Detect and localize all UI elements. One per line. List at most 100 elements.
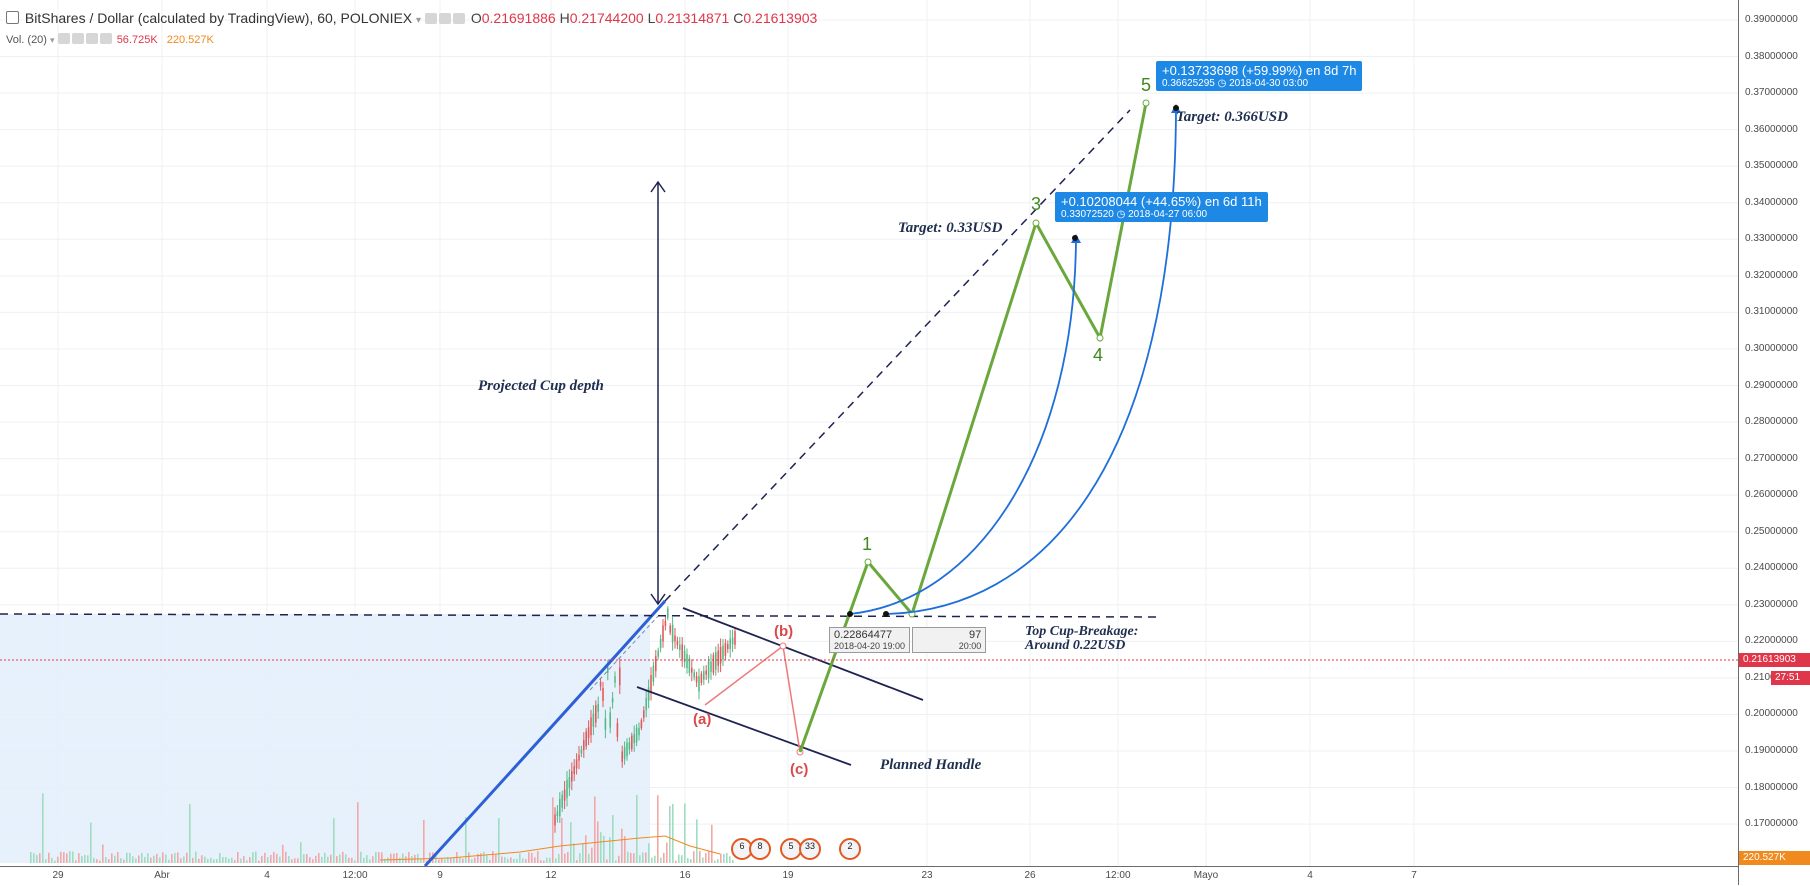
- candle-body: [688, 658, 691, 673]
- price-tick-label: 0.33000000: [1745, 233, 1798, 245]
- volume-bar: [378, 851, 380, 863]
- current-price-tag: 0.21613903: [1739, 653, 1810, 667]
- symbol-title[interactable]: BitShares / Dollar (calculated by Tradin…: [24, 10, 413, 26]
- chevron-down-icon[interactable]: ▾: [50, 35, 55, 45]
- volume-bar: [288, 855, 290, 863]
- wave-5-label: 5: [1141, 75, 1152, 95]
- candle-body: [568, 777, 571, 789]
- volume-bar: [690, 859, 692, 863]
- price-label-a-price: 0.22864477: [834, 629, 893, 641]
- event-flag-icon[interactable]: 5: [780, 838, 802, 860]
- handle-channel-top: [682, 607, 924, 701]
- eye-icon[interactable]: [438, 13, 451, 24]
- volume-bar: [204, 856, 206, 863]
- event-flag-icon[interactable]: 2: [839, 838, 861, 860]
- volume-bar: [375, 851, 377, 863]
- volume-bar: [525, 859, 527, 863]
- price-tick-label: 0.38000000: [1745, 50, 1798, 62]
- candle-body: [659, 638, 662, 649]
- settings-icon[interactable]: [424, 13, 437, 24]
- eye-icon[interactable]: [71, 33, 84, 44]
- price-tick-label: 0.36000000: [1745, 123, 1798, 135]
- volume-bar: [441, 858, 443, 863]
- chart-canvas[interactable]: [0, 0, 1738, 866]
- candle-body: [703, 671, 705, 680]
- cup-top-line: [0, 613, 1161, 618]
- time-tick-label: 4: [1307, 870, 1313, 881]
- volume-bar: [453, 857, 455, 863]
- projected-cup-depth-text: Projected Cup depth: [478, 378, 604, 394]
- candle-body: [587, 727, 590, 739]
- volume-bar: [300, 842, 302, 863]
- volume-bar: [696, 819, 698, 863]
- event-flag-icon[interactable]: 8: [749, 838, 771, 860]
- chevron-down-icon[interactable]: ▾: [416, 15, 422, 26]
- price-tick-label: 0.34000000: [1745, 196, 1798, 208]
- volume-bar: [165, 854, 167, 863]
- time-tick-label: 12:00: [1105, 870, 1131, 881]
- volume-bar: [639, 855, 641, 863]
- candle-body: [614, 676, 616, 683]
- candle-body: [628, 742, 631, 750]
- volume-bar: [279, 856, 281, 863]
- candle-body: [691, 667, 693, 673]
- settings-icon[interactable]: [57, 33, 70, 44]
- close-icon[interactable]: [99, 33, 112, 44]
- chart-area[interactable]: BitShares / Dollar (calculated by Tradin…: [0, 0, 1738, 866]
- volume-bar: [480, 853, 482, 863]
- price-tick-label: 0.19000000: [1745, 745, 1798, 756]
- volume-bar: [573, 843, 575, 863]
- volume-bar: [192, 857, 194, 863]
- price-tick-label: 0.20000000: [1745, 708, 1798, 720]
- volume-legend: Vol. (20) ▾ 56.725K 220.527K: [6, 33, 214, 46]
- close-icon[interactable]: [452, 13, 465, 24]
- candle-body: [599, 682, 602, 687]
- volume-bar: [468, 852, 470, 863]
- event-flag-icon[interactable]: 33: [799, 838, 821, 860]
- time-tick-label: 7: [1411, 870, 1417, 881]
- add-icon[interactable]: [85, 33, 98, 44]
- volume-bar: [711, 824, 713, 863]
- open-label: O: [470, 10, 482, 26]
- volume-bar: [99, 860, 101, 863]
- volume-bar: [183, 856, 185, 863]
- volume-bar: [360, 851, 362, 863]
- candle-body: [602, 688, 604, 701]
- volume-bar: [138, 855, 140, 863]
- volume-bar: [168, 859, 170, 863]
- volume-bar: [399, 857, 401, 863]
- volume-bar: [171, 853, 173, 863]
- candle-body: [554, 814, 556, 826]
- measure-box-wave-5[interactable]: +0.13733698 (+59.99%) en 8d 7h 0.3662529…: [1156, 61, 1363, 91]
- volume-bar: [306, 854, 308, 863]
- volume-ma-line: [379, 835, 721, 861]
- volume-bar: [318, 853, 320, 863]
- volume-bar: [45, 859, 47, 863]
- volume-bar: [642, 852, 644, 863]
- time-axis[interactable]: 29 Abr 4 12:00 9 12 16 19 23 26 12:00 Mayo 4 7: [0, 866, 1738, 886]
- time-tick-label: 29: [52, 870, 64, 881]
- volume-bar: [495, 854, 497, 863]
- volume-bar: [729, 856, 731, 863]
- volume-bar: [516, 858, 518, 863]
- candle-body: [712, 655, 715, 673]
- volume-bar: [633, 853, 635, 863]
- volume-bar: [723, 853, 725, 863]
- volume-label[interactable]: Vol. (20): [6, 34, 47, 46]
- volume-bar: [501, 856, 503, 863]
- volume-bar: [345, 854, 347, 863]
- time-tick-label: 12: [545, 870, 557, 881]
- volume-bar: [624, 836, 626, 863]
- measure-box-wave-3[interactable]: +0.10208044 (+44.65%) en 6d 11h 0.330725…: [1055, 192, 1268, 222]
- volume-bar: [591, 847, 593, 863]
- volume-bar: [51, 857, 53, 863]
- collapse-icon[interactable]: [6, 11, 19, 24]
- volume-bar: [48, 852, 50, 863]
- volume-bar: [558, 853, 560, 863]
- candle-body: [604, 718, 607, 730]
- volume-bar: [321, 856, 323, 863]
- price-axis[interactable]: 0.39000000 0.38000000 0.37000000 0.36000000…: [1738, 0, 1810, 885]
- candle-body: [698, 676, 700, 692]
- volume-bar: [57, 856, 59, 863]
- candle-body: [662, 625, 664, 642]
